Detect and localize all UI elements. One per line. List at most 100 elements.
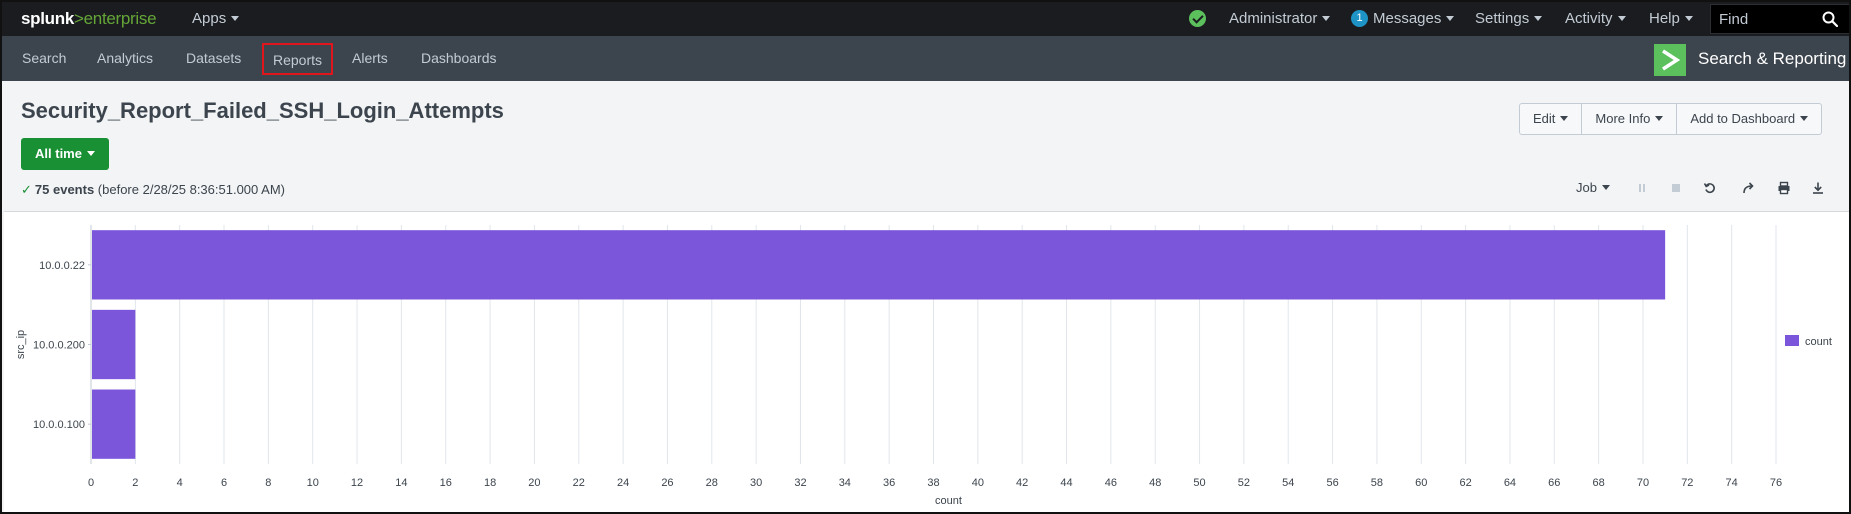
page-title: Security_Report_Failed_SSH_Login_Attempt…: [21, 98, 504, 123]
messages-count-badge: 1: [1351, 9, 1368, 27]
messages-menu-label: Messages: [1373, 10, 1442, 27]
nav-search[interactable]: Search: [22, 50, 67, 66]
event-count: 75 events: [34, 182, 95, 197]
y-tick-label: 10.0.0.22: [39, 260, 85, 272]
refresh-icon[interactable]: [1703, 181, 1717, 195]
x-tick-label: 4: [177, 477, 183, 489]
chevron-down-icon: [1655, 116, 1664, 122]
y-axis-title: src_ip: [15, 330, 27, 359]
job-menu[interactable]: Job: [1576, 180, 1610, 195]
x-tick-label: 14: [395, 477, 407, 489]
x-tick-label: 42: [1016, 477, 1028, 489]
chevron-down-icon: [1601, 185, 1610, 191]
apps-menu-label: Apps: [192, 10, 227, 27]
x-tick-label: 70: [1637, 477, 1649, 489]
x-tick-label: 38: [927, 477, 939, 489]
add-to-dashboard-button[interactable]: Add to Dashboard: [1677, 104, 1821, 134]
find-input[interactable]: [1719, 9, 1819, 29]
health-ok-icon[interactable]: [1189, 10, 1206, 27]
x-tick-label: 30: [750, 477, 762, 489]
x-tick-label: 68: [1593, 477, 1605, 489]
nav-analytics[interactable]: Analytics: [97, 50, 154, 66]
x-tick-label: 54: [1282, 477, 1294, 489]
x-tick-label: 48: [1149, 477, 1161, 489]
x-tick-label: 10: [307, 477, 319, 489]
x-tick-label: 62: [1459, 477, 1471, 489]
chevron-right-icon: [1662, 49, 1680, 71]
x-tick-label: 60: [1415, 477, 1427, 489]
x-tick-label: 26: [661, 477, 673, 489]
chevron-down-icon: [231, 15, 240, 21]
pause-icon[interactable]: [1635, 181, 1649, 195]
x-tick-label: 28: [706, 477, 718, 489]
x-tick-label: 20: [528, 477, 540, 489]
time-range-picker[interactable]: All time: [21, 138, 109, 170]
activity-menu[interactable]: Activity: [1565, 2, 1626, 36]
top-bar: splunk>enterprise Apps Administrator 1 Me…: [2, 2, 1849, 36]
event-summary: ✓ 75 events (before 2/28/25 8:36:51.000 A…: [21, 182, 285, 198]
x-tick-label: 34: [839, 477, 851, 489]
legend-swatch: [1785, 335, 1799, 346]
chart-panel: 0 2 4 6 8 10 12 14 16 18 20 22 24 26 28 30 32 34 36 38 40 42 4…: [4, 211, 1849, 512]
chevron-down-icon: [1534, 15, 1543, 21]
x-tick-label: 18: [484, 477, 496, 489]
bar-chart: 0 2 4 6 8 10 12 14 16 18 20 22 24 26 28 30 32 34 36 38 40 42 4…: [15, 225, 1832, 507]
share-icon[interactable]: [1742, 181, 1756, 195]
x-tick-label: 46: [1105, 477, 1117, 489]
more-info-button[interactable]: More Info: [1582, 104, 1678, 134]
logo-text: splunk: [21, 9, 74, 28]
help-menu-label: Help: [1649, 10, 1680, 27]
x-tick-label: 50: [1193, 477, 1205, 489]
report-actions: Edit More Info Add to Dashboard: [1519, 103, 1823, 135]
x-tick-label: 44: [1060, 477, 1072, 489]
chevron-down-icon: [1446, 15, 1455, 21]
bar-10-0-0-200: [92, 309, 136, 380]
app-name[interactable]: Search & Reporting: [1698, 49, 1847, 68]
settings-menu[interactable]: Settings: [1475, 2, 1543, 36]
logo-product: enterprise: [83, 9, 157, 28]
messages-menu[interactable]: 1 Messages: [1351, 2, 1455, 36]
edit-button-label: Edit: [1533, 111, 1556, 126]
splunk-logo[interactable]: splunk>enterprise: [21, 2, 157, 36]
event-detail: (before 2/28/25 8:36:51.000 AM): [97, 182, 285, 197]
x-tick-label: 22: [573, 477, 585, 489]
nav-datasets[interactable]: Datasets: [186, 50, 242, 66]
chevron-down-icon: [1322, 15, 1331, 21]
time-range-label: All time: [35, 146, 82, 161]
x-tick-label: 36: [883, 477, 895, 489]
print-icon[interactable]: [1777, 181, 1791, 195]
bar-10-0-0-100: [92, 389, 136, 459]
chevron-down-icon: [1617, 15, 1626, 21]
x-tick-label: 74: [1726, 477, 1738, 489]
x-tick-label: 58: [1371, 477, 1383, 489]
nav-reports[interactable]: Reports: [262, 43, 334, 75]
job-menu-label: Job: [1576, 180, 1597, 195]
x-tick-label: 56: [1326, 477, 1338, 489]
chevron-down-icon: [86, 151, 95, 157]
user-menu-label: Administrator: [1229, 10, 1318, 27]
user-menu[interactable]: Administrator: [1229, 2, 1331, 36]
app-icon[interactable]: [1654, 44, 1686, 76]
x-tick-label: 32: [794, 477, 806, 489]
x-tick-label: 8: [265, 477, 271, 489]
find-box: [1710, 4, 1849, 34]
help-menu[interactable]: Help: [1649, 2, 1693, 36]
apps-menu[interactable]: Apps: [192, 2, 240, 36]
settings-menu-label: Settings: [1475, 10, 1530, 27]
chevron-down-icon: [1560, 116, 1569, 122]
x-tick-label: 76: [1770, 477, 1782, 489]
x-tick-label: 2: [132, 477, 138, 489]
x-tick-label: 72: [1681, 477, 1693, 489]
nav-alerts[interactable]: Alerts: [352, 50, 388, 66]
stop-icon[interactable]: [1669, 181, 1683, 195]
chevron-down-icon: [1684, 15, 1693, 21]
x-tick-label: 66: [1548, 477, 1560, 489]
x-tick-label: 40: [972, 477, 984, 489]
bar-10-0-0-22: [92, 230, 1666, 300]
nav-dashboards[interactable]: Dashboards: [421, 50, 497, 66]
edit-button[interactable]: Edit: [1520, 104, 1583, 134]
search-icon[interactable]: [1822, 11, 1838, 27]
export-icon[interactable]: [1811, 181, 1825, 195]
x-tick-label: 64: [1504, 477, 1516, 489]
